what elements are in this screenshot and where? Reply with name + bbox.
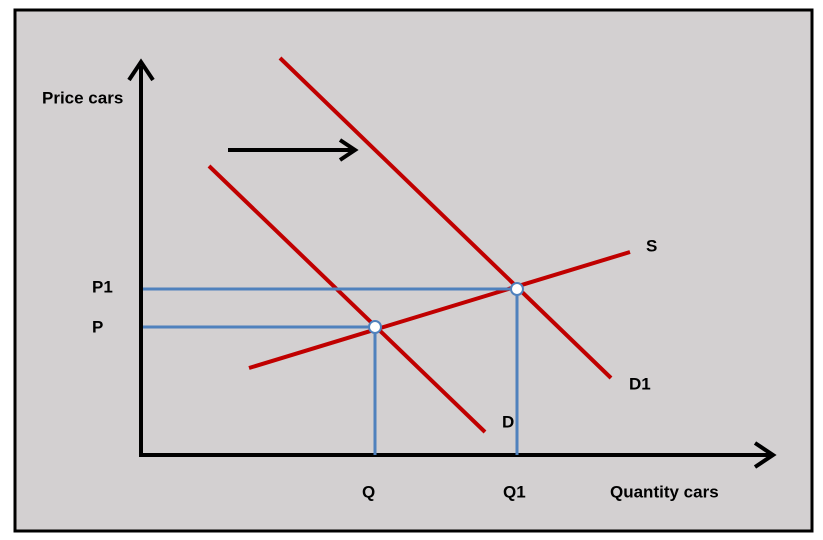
curve-label: D1 (629, 374, 651, 393)
supply-curve (248, 250, 631, 370)
demand-curve (207, 164, 487, 434)
quantity-label: Q (362, 482, 375, 501)
y-axis-label: Price cars (42, 88, 123, 107)
x-axis-arrow (753, 441, 777, 469)
curve-label: S (646, 236, 657, 255)
y-axis-arrow (127, 58, 155, 82)
frame (13, 8, 814, 533)
quantity-label: Q1 (503, 482, 526, 501)
curve-label: D (502, 412, 514, 431)
equilibrium-point (510, 282, 524, 296)
shift-arrow-head (338, 138, 359, 162)
demand-new-curve (278, 56, 613, 380)
x-axis-label: Quantity cars (610, 482, 719, 501)
equilibrium-point (368, 320, 382, 334)
price-label: P (92, 317, 103, 336)
price-label: P1 (92, 277, 113, 296)
